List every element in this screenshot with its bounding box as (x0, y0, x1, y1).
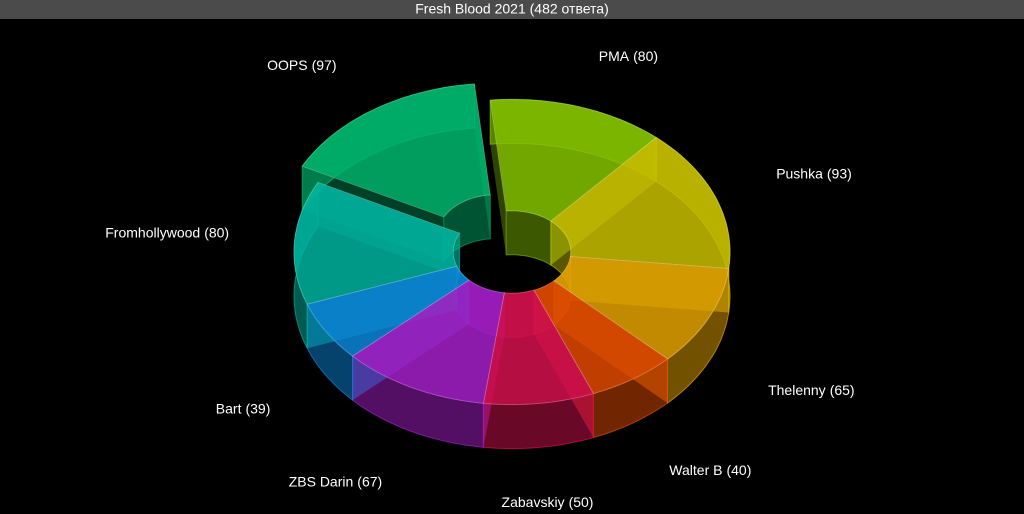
slice-label: OOPS (97) (267, 57, 336, 73)
slice (301, 83, 491, 218)
slice-label: Walter B (40) (669, 462, 751, 478)
label-value: (50) (569, 494, 594, 510)
slice-label: Zabavskiy (50) (502, 494, 594, 510)
slice-inner-wall (443, 194, 491, 263)
label-value: (67) (357, 473, 382, 489)
slice-end-wall (490, 100, 507, 255)
label-name: Walter B (669, 462, 722, 478)
slice-label: Thelenny (65) (768, 382, 855, 398)
slice (293, 181, 461, 305)
label-name: Pushka (776, 165, 823, 181)
slice-label: Bart (39) (216, 400, 271, 416)
slice-label: PMA (80) (599, 48, 658, 64)
label-name: ZBS Darin (289, 473, 354, 489)
slice-label: ZBS Darin (67) (289, 473, 382, 489)
label-name: Bart (216, 400, 242, 416)
label-value: (80) (204, 224, 229, 240)
labels: PMA (80)Pushka (93)Thelenny (65)Walter B (40… (105, 48, 854, 510)
label-value: (65) (830, 382, 855, 398)
label-value: (80) (633, 48, 658, 64)
slice-label: Fromhollywood (80) (105, 224, 229, 240)
label-value: (97) (312, 57, 337, 73)
label-name: PMA (599, 48, 630, 64)
chart-title: Fresh Blood 2021 (482 ответа) (415, 1, 609, 17)
label-value: (39) (245, 400, 270, 416)
title-bar (0, 0, 1024, 19)
label-name: OOPS (267, 57, 307, 73)
label-name: Fromhollywood (105, 224, 200, 240)
label-name: Zabavskiy (502, 494, 565, 510)
slice-label: Pushka (93) (776, 165, 852, 181)
label-value: (93) (827, 165, 852, 181)
label-name: Thelenny (768, 382, 826, 398)
label-value: (40) (726, 462, 751, 478)
slices (293, 83, 731, 405)
